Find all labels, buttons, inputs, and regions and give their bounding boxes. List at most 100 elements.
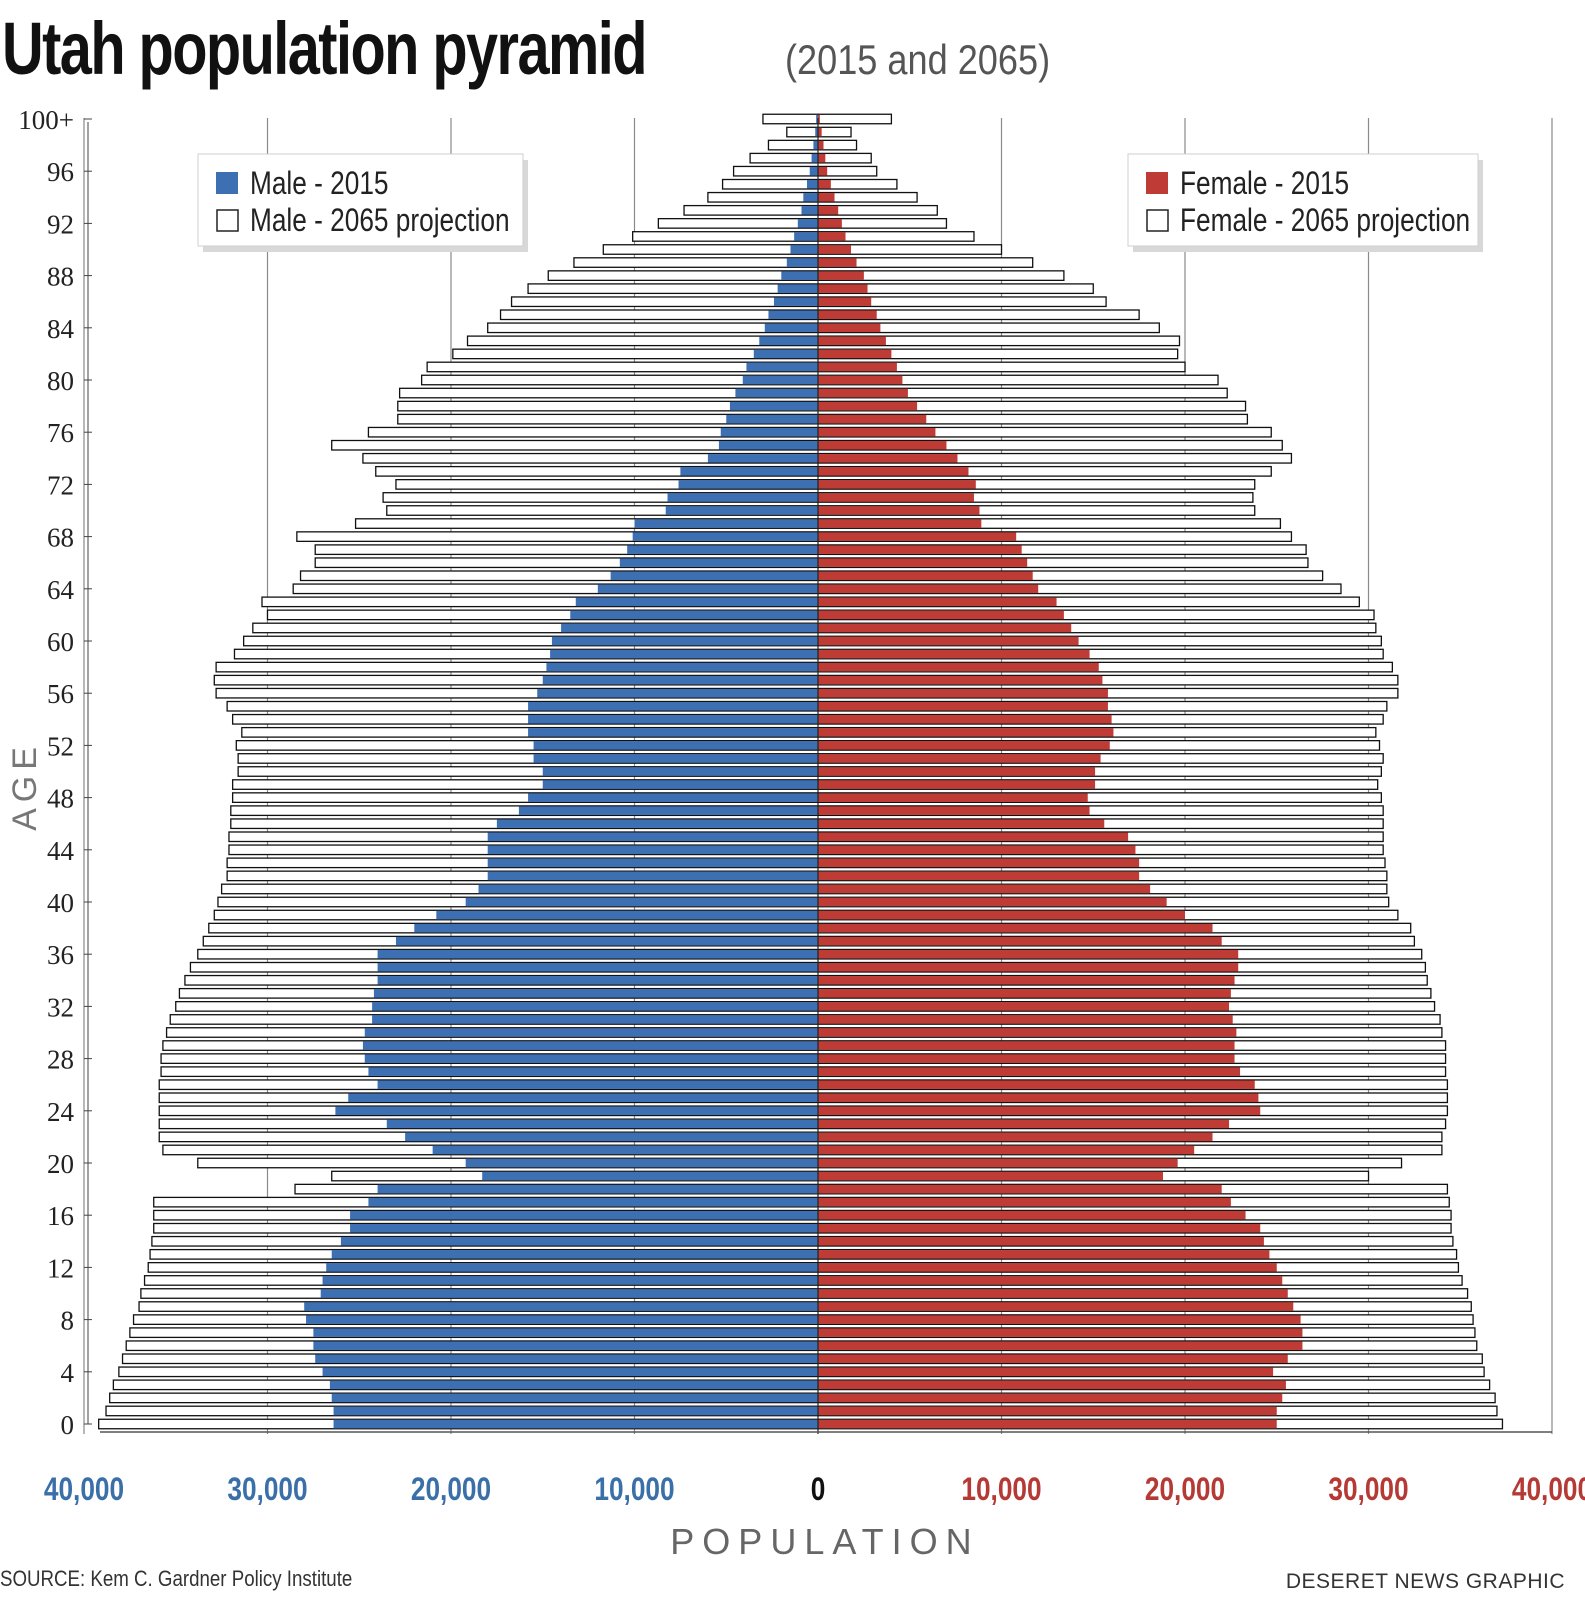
legend-swatch-outline bbox=[216, 209, 239, 232]
y-tick-label: 24 bbox=[47, 1097, 75, 1127]
bar-female-2015 bbox=[818, 1250, 1270, 1259]
y-tick-label: 40 bbox=[47, 888, 74, 918]
bar-male-2015 bbox=[465, 1158, 818, 1168]
x-tick-label: 10,000 bbox=[961, 1473, 1041, 1508]
bar-male-2015 bbox=[335, 1106, 818, 1116]
bar-male-2015 bbox=[537, 688, 818, 698]
y-tick-label: 96 bbox=[47, 157, 74, 187]
bar-male-2015 bbox=[797, 219, 818, 228]
bar-male-2015 bbox=[364, 1054, 818, 1063]
bar-male-2065 bbox=[732, 165, 819, 177]
bar-female-2015 bbox=[818, 1132, 1213, 1142]
bar-male-2015 bbox=[304, 1302, 818, 1311]
y-tick-label: 80 bbox=[47, 366, 74, 396]
bar-female-2015 bbox=[818, 1302, 1294, 1311]
bar-male-2015 bbox=[678, 480, 818, 489]
bar-male-2015 bbox=[680, 467, 818, 476]
bar-female-2015 bbox=[818, 349, 892, 359]
bar-male-2065 bbox=[767, 139, 819, 151]
bar-female-2065 bbox=[817, 126, 852, 138]
bars bbox=[98, 113, 1504, 1430]
bar-female-2015 bbox=[818, 1041, 1235, 1050]
bar-male-2065 bbox=[683, 204, 819, 216]
bar-female-2015 bbox=[818, 245, 852, 254]
bar-female-2015 bbox=[818, 715, 1112, 724]
bar-female-2015 bbox=[818, 571, 1033, 580]
bar-female-2015 bbox=[818, 271, 864, 280]
bar-female-2015 bbox=[818, 166, 828, 176]
bar-male-2015 bbox=[528, 793, 818, 802]
bar-male-2015 bbox=[816, 114, 818, 124]
bar-female-2015 bbox=[818, 1106, 1261, 1116]
bar-male-2015 bbox=[619, 558, 818, 567]
bar-female-2015 bbox=[818, 1393, 1283, 1403]
bar-male-2015 bbox=[720, 427, 818, 437]
bar-male-2015 bbox=[533, 741, 818, 750]
bar-male-2015 bbox=[487, 845, 818, 855]
bar-male-2065 bbox=[632, 231, 819, 242]
y-tick-label: 16 bbox=[47, 1201, 74, 1231]
legend-entry: Female - 2065 projection bbox=[1180, 204, 1470, 239]
y-tick-label: 92 bbox=[47, 209, 74, 239]
bar-male-2015 bbox=[786, 258, 818, 267]
bar-female-2015 bbox=[818, 1197, 1231, 1207]
bar-male-2015 bbox=[377, 1184, 818, 1194]
bar-male-2015 bbox=[395, 936, 818, 946]
bar-male-2015 bbox=[759, 336, 818, 346]
bar-male-2015 bbox=[313, 1328, 818, 1337]
bar-female-2015 bbox=[818, 584, 1039, 594]
chart-subtitle: (2015 and 2065) bbox=[785, 36, 1051, 83]
x-tick-label: 30,000 bbox=[1328, 1473, 1408, 1508]
bar-female-2015 bbox=[818, 949, 1239, 959]
bar-female-2015 bbox=[818, 401, 918, 411]
bar-male-2015 bbox=[550, 649, 818, 659]
x-tick-label: 20,000 bbox=[1145, 1473, 1225, 1508]
bar-male-2015 bbox=[432, 1145, 818, 1155]
bar-female-2015 bbox=[818, 623, 1072, 633]
bar-male-2015 bbox=[315, 1354, 818, 1363]
bar-male-2015 bbox=[665, 506, 818, 515]
bar-male-2065 bbox=[749, 152, 819, 164]
bar-male-2015 bbox=[333, 1406, 818, 1416]
bar-male-2015 bbox=[414, 923, 818, 933]
bar-female-2015 bbox=[818, 1054, 1235, 1063]
bar-female-2015 bbox=[818, 1119, 1230, 1129]
legend-swatch-outline bbox=[1146, 209, 1169, 232]
bar-female-2015 bbox=[818, 1224, 1261, 1233]
bar-female-2015 bbox=[818, 963, 1239, 972]
bar-male-2015 bbox=[528, 715, 818, 724]
bar-female-2015 bbox=[818, 1380, 1286, 1390]
bar-male-2015 bbox=[546, 662, 818, 672]
y-tick-label: 56 bbox=[47, 679, 74, 709]
bar-male-2015 bbox=[350, 1210, 818, 1220]
bar-female-2015 bbox=[818, 519, 982, 528]
bar-female-2015 bbox=[818, 1093, 1259, 1102]
bar-male-2015 bbox=[753, 349, 818, 359]
bar-female-2015 bbox=[818, 297, 872, 306]
bar-male-2015 bbox=[482, 1171, 818, 1181]
bar-female-2015 bbox=[818, 806, 1090, 815]
bar-male-2015 bbox=[313, 1341, 818, 1350]
bar-female-2065 bbox=[817, 152, 872, 164]
bar-female-2015 bbox=[818, 232, 846, 241]
bar-female-2015 bbox=[818, 427, 936, 437]
bar-female-2015 bbox=[818, 832, 1129, 841]
bar-male-2065 bbox=[547, 270, 819, 282]
bar-male-2015 bbox=[542, 767, 818, 776]
bar-female-2015 bbox=[818, 114, 820, 124]
bar-female-2015 bbox=[818, 1263, 1277, 1272]
legend-frame bbox=[1127, 153, 1479, 247]
bar-female-2015 bbox=[818, 728, 1114, 737]
bar-male-2015 bbox=[373, 989, 818, 998]
axes: 0481216202428323640444852566064687276808… bbox=[6, 105, 1585, 1562]
bar-male-2015 bbox=[362, 1041, 818, 1050]
bar-female-2015 bbox=[818, 323, 881, 333]
legend-entry: Male - 2065 projection bbox=[250, 204, 510, 239]
bar-male-2015 bbox=[575, 597, 818, 607]
bar-male-2065 bbox=[573, 257, 819, 268]
bar-male-2015 bbox=[436, 910, 818, 920]
bar-male-2015 bbox=[815, 127, 818, 137]
y-tick-label: 68 bbox=[47, 523, 74, 553]
